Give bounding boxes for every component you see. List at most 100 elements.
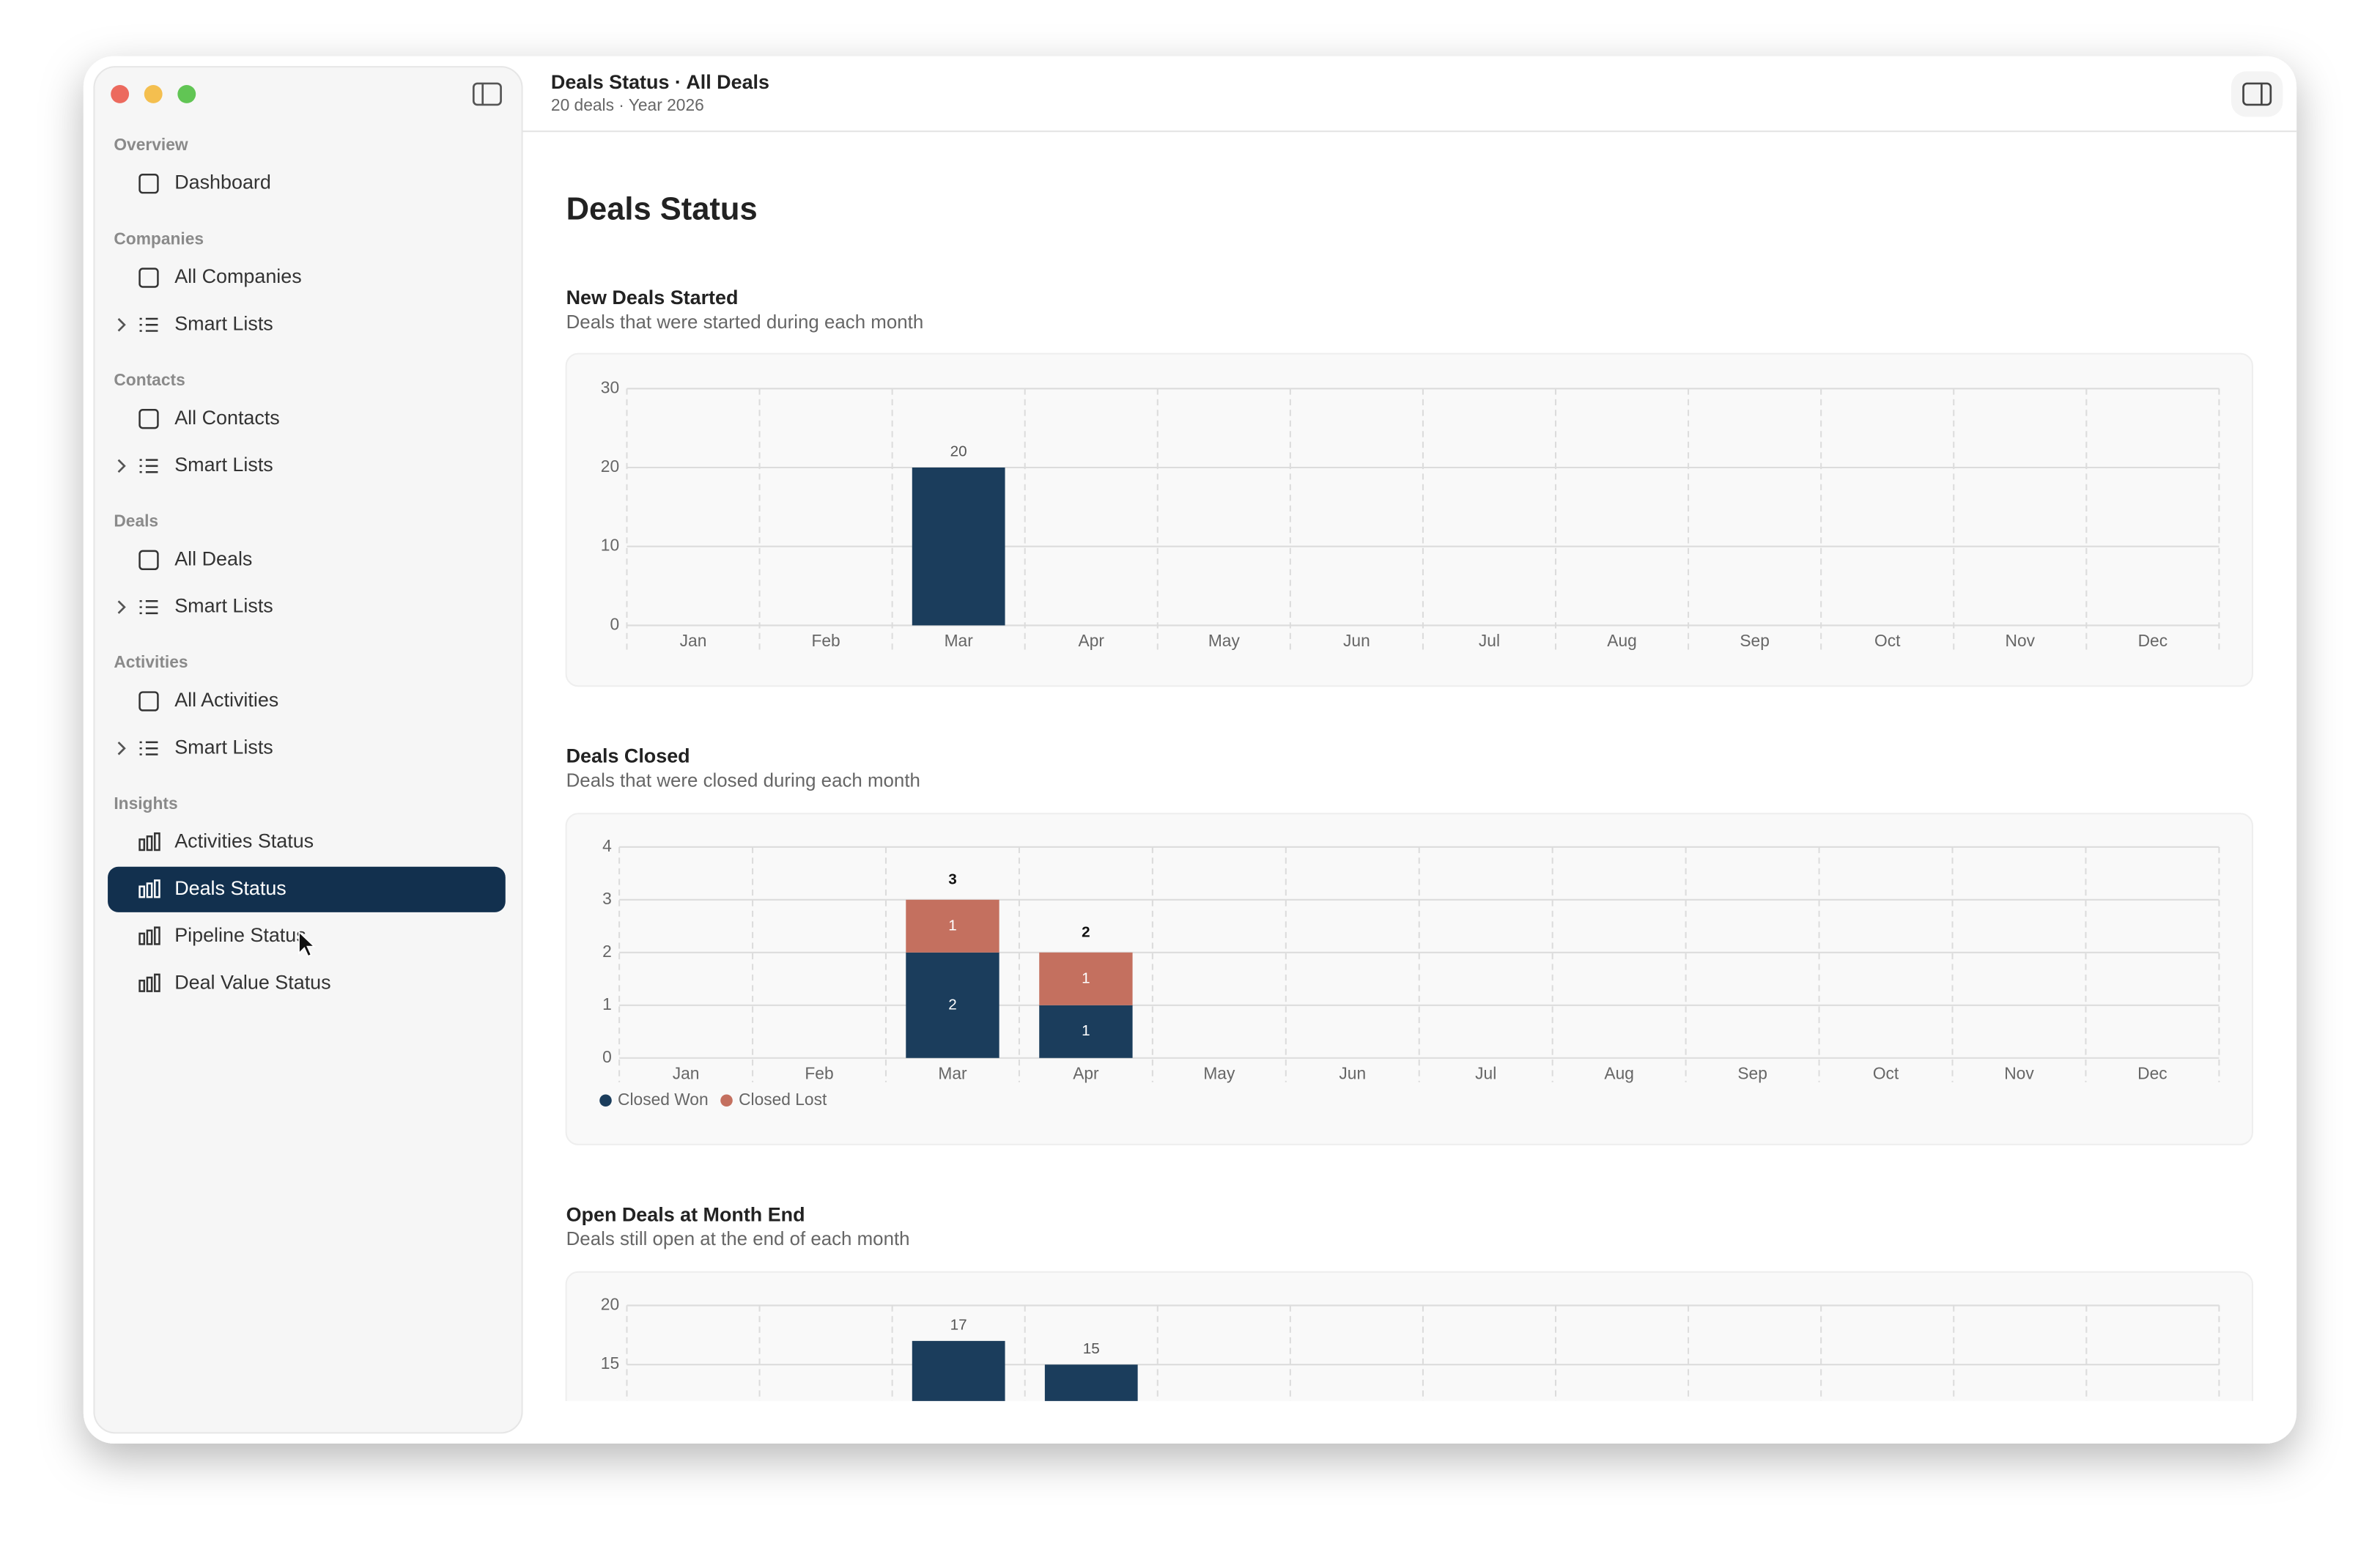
segment-label: 2	[948, 996, 957, 1013]
x-tick-label: Oct	[1873, 1064, 1899, 1083]
nav-item[interactable]: All Companies	[138, 265, 302, 288]
y-tick-label: 15	[601, 1353, 619, 1373]
nav-item[interactable]: Pipeline Status	[138, 924, 306, 946]
nav-item[interactable]: Deals Status	[108, 866, 506, 912]
icon-part	[138, 409, 159, 429]
bar-value-label: 17	[950, 1317, 967, 1334]
x-tick-label: Sep	[1740, 1548, 1770, 1554]
chart-title: New Deals Started	[566, 287, 739, 309]
x-tick-label: Feb	[811, 1548, 840, 1554]
nav-item[interactable]: Smart Lists	[117, 595, 273, 617]
icon-part	[146, 835, 153, 852]
nav-icon	[139, 741, 158, 756]
section-label: Activities	[114, 652, 188, 671]
disclosure-chevron[interactable]	[117, 318, 126, 332]
nav-label: Deal Value Status	[174, 971, 330, 993]
nav-item[interactable]: All Deals	[138, 547, 253, 571]
legend-label: Closed Won	[618, 1090, 709, 1109]
nav-item[interactable]: Smart Lists	[117, 312, 273, 334]
x-tick-label: Jul	[1479, 631, 1500, 650]
icon-part	[154, 926, 160, 945]
nav-label: Smart Lists	[174, 595, 273, 617]
page-heading: Deals Status	[566, 191, 758, 226]
x-tick-label: Oct	[1874, 1548, 1901, 1554]
inspector-toggle[interactable]	[2231, 71, 2283, 117]
x-tick-label: Nov	[2004, 1064, 2034, 1083]
nav-item[interactable]: Smart Lists	[117, 736, 273, 758]
nav-icon	[139, 600, 158, 615]
y-tick-label: 20	[601, 457, 619, 476]
icon-part	[138, 691, 159, 712]
disclosure-chevron[interactable]	[117, 600, 126, 614]
legend-swatch	[599, 1094, 612, 1107]
nav-label: Smart Lists	[174, 736, 273, 758]
bar-segment	[906, 899, 999, 953]
disclosure-chevron[interactable]	[117, 741, 126, 756]
nav-label: Pipeline Status	[174, 924, 306, 946]
x-tick-label: Aug	[1607, 631, 1637, 650]
chart-title: Deals Closed	[566, 745, 690, 767]
x-tick-label: Jan	[680, 1548, 707, 1554]
nav-label: Deals Status	[174, 877, 287, 899]
nav-label: All Activities	[174, 689, 278, 711]
x-tick-label: Jan	[673, 1064, 700, 1083]
nav-icon	[138, 173, 159, 194]
x-tick-label: Feb	[805, 1064, 833, 1083]
nav-icon	[138, 267, 159, 288]
y-tick-label: 30	[601, 377, 619, 396]
nav-item[interactable]: Smart Lists	[117, 454, 273, 476]
segment-label: 1	[1082, 969, 1090, 986]
x-tick-label: Apr	[1073, 1064, 1099, 1083]
nav-item[interactable]: Deal Value Status	[138, 971, 331, 993]
x-tick-label: Feb	[811, 631, 840, 650]
chart-card	[565, 813, 2253, 1145]
nav-icon	[139, 459, 158, 473]
y-tick-label: 20	[601, 1294, 619, 1313]
x-tick-label: Sep	[1740, 631, 1770, 650]
bar	[912, 467, 1005, 626]
nav-label: All Companies	[174, 265, 301, 287]
minimize-button[interactable]	[144, 84, 163, 103]
sidebar-nav: Overview Dashboard Companies All Companies S…	[108, 135, 506, 993]
x-tick-label: Mar	[945, 1548, 974, 1554]
y-tick-label: 1	[602, 994, 612, 1013]
icon-part	[138, 885, 146, 898]
x-tick-label: Jun	[1343, 1548, 1370, 1554]
sidebar	[93, 66, 523, 1434]
nav-label: Smart Lists	[174, 454, 273, 476]
bar	[912, 1340, 1005, 1401]
nav-icon	[138, 973, 160, 992]
nav-label: All Deals	[174, 547, 252, 569]
x-tick-label: Oct	[1874, 631, 1901, 650]
x-tick-label: May	[1208, 1548, 1241, 1554]
zoom-button[interactable]	[177, 84, 196, 103]
y-tick-label: 0	[602, 1047, 612, 1066]
segment-label: 1	[948, 917, 957, 934]
nav-item[interactable]: All Activities	[138, 689, 279, 712]
chart: Open Deals at Month End Deals still open …	[565, 1203, 2253, 1554]
x-tick-label: Mar	[945, 631, 974, 650]
x-tick-label: Dec	[2138, 1548, 2168, 1554]
sidebar-toggle[interactable]	[472, 82, 502, 106]
x-tick-label: Dec	[2138, 631, 2168, 650]
icon-part	[154, 973, 160, 992]
cursor	[298, 930, 316, 958]
x-tick-label: Mar	[938, 1064, 967, 1083]
nav-icon	[138, 832, 160, 852]
nav-item[interactable]: All Contacts	[138, 407, 280, 429]
x-tick-label: May	[1203, 1064, 1235, 1083]
nav-item[interactable]: Activities Status	[138, 830, 314, 852]
nav-item[interactable]: Dashboard	[138, 171, 271, 194]
close-button[interactable]	[111, 84, 130, 103]
x-tick-label: Dec	[2137, 1064, 2168, 1083]
nav-icon	[138, 879, 160, 898]
icon-part	[146, 882, 153, 898]
nav-item-selected	[108, 866, 506, 912]
icon-part	[146, 976, 153, 992]
x-tick-label: May	[1208, 631, 1241, 650]
nav-label: Smart Lists	[174, 312, 273, 334]
nav-icon	[139, 317, 158, 332]
disclosure-chevron[interactable]	[117, 459, 126, 473]
